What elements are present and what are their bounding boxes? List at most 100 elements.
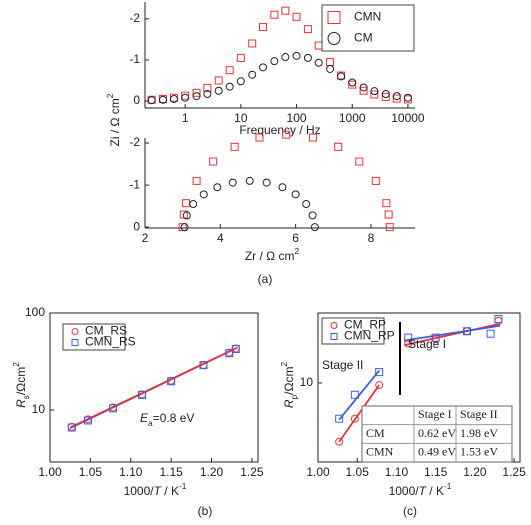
annotation: Stage II <box>322 358 363 372</box>
marker <box>463 327 472 336</box>
legend-label: CMN <box>354 10 381 24</box>
marker <box>384 210 393 219</box>
annotation-part: E <box>140 411 149 425</box>
marker <box>167 377 176 386</box>
marker <box>225 82 234 91</box>
marker <box>314 41 323 50</box>
table-row-name: CM <box>366 426 385 440</box>
marker <box>308 133 317 142</box>
legend-label: CMN_RS <box>85 335 136 349</box>
marker <box>350 414 359 423</box>
x-axis-label-part: / K <box>161 484 179 498</box>
marker <box>214 86 223 95</box>
marker <box>348 80 357 89</box>
legend-label: CM_RS <box>85 324 127 338</box>
x-axis-label-part: T <box>154 484 163 498</box>
marker <box>403 95 412 104</box>
marker <box>180 223 189 232</box>
y-axis-label-part: 2 <box>11 362 21 367</box>
marker <box>350 390 359 399</box>
marker <box>486 329 495 338</box>
marker <box>282 130 291 139</box>
x-tick-label: 100 <box>287 111 307 125</box>
annotation: Ea=0.8 eV <box>140 411 194 428</box>
x-axis-label-part: 2 <box>294 246 299 256</box>
x-tick-label: 1.25 <box>502 465 526 479</box>
marker <box>248 39 257 48</box>
marker <box>169 94 178 103</box>
marker <box>404 333 413 342</box>
x-axis-label-part: 1000/ <box>124 484 155 498</box>
fit-line <box>69 346 238 429</box>
table-cell: 1.53 eV <box>460 444 498 458</box>
marker <box>181 93 190 102</box>
legend-marker <box>71 328 79 335</box>
y-axis-label-part: /Ωcm <box>14 367 28 395</box>
marker <box>109 404 118 413</box>
marker <box>236 53 245 62</box>
marker <box>348 78 357 87</box>
marker <box>255 133 264 142</box>
y-axis-label: Zi / Ω cm2 <box>105 93 122 146</box>
x-axis-label-part: / K <box>426 484 444 498</box>
x-tick-label: 2 <box>142 231 149 245</box>
marker <box>371 176 380 185</box>
legend-label: CM <box>354 31 373 45</box>
marker <box>138 390 147 399</box>
marker <box>83 416 92 425</box>
legend-label: CMN_RP <box>344 329 395 343</box>
legend-label: CM_RP <box>344 318 386 332</box>
marker <box>278 183 287 192</box>
marker <box>334 142 343 151</box>
table-row-name: CMN <box>366 444 394 458</box>
marker <box>375 381 384 390</box>
marker <box>326 64 335 73</box>
marker <box>392 94 401 103</box>
y-tick-label: 10 <box>300 375 314 389</box>
x-tick-label: 10000 <box>391 111 425 125</box>
y-tick-label: 10 <box>32 402 46 416</box>
marker <box>381 92 390 101</box>
marker <box>270 57 279 66</box>
marker <box>291 190 300 199</box>
marker <box>375 368 384 377</box>
annotation-part: a <box>148 418 153 428</box>
table-cell: 0.62 eV <box>418 426 456 440</box>
marker <box>181 91 190 100</box>
marker <box>147 96 156 105</box>
y-tick-label: 0 <box>133 93 140 107</box>
marker <box>182 211 191 220</box>
x-tick-label: 1.25 <box>240 465 264 479</box>
marker <box>403 93 412 102</box>
marker <box>381 90 390 99</box>
marker <box>326 57 335 66</box>
x-axis-label-part: 1000/ <box>389 484 420 498</box>
y-tick-label: 0 <box>133 219 140 233</box>
marker <box>355 157 364 166</box>
x-tick-label: 1.20 <box>463 465 487 479</box>
x-tick-label: 1.15 <box>159 465 183 479</box>
table-header: Stage I <box>418 407 452 421</box>
fit-line <box>404 324 501 342</box>
y-axis-label-part: 2 <box>279 362 289 367</box>
marker <box>335 437 344 446</box>
legend-marker <box>71 339 79 346</box>
marker <box>192 92 201 101</box>
x-axis-label-part: T <box>419 484 428 498</box>
annotation-part: =0.8 eV <box>153 411 195 425</box>
legend-marker <box>330 322 338 329</box>
marker <box>182 199 191 208</box>
marker <box>225 66 234 75</box>
marker <box>337 72 346 81</box>
x-tick-label: 1.10 <box>385 465 409 479</box>
marker <box>199 190 208 199</box>
marker <box>236 77 245 86</box>
y-axis-label-part: /Ωcm <box>282 367 296 395</box>
y-tick-label: -1 <box>129 177 140 191</box>
x-axis-label: Zr / Ω cm2 <box>245 246 300 263</box>
panel-caption: (a) <box>258 272 273 286</box>
fit-line <box>338 384 380 443</box>
x-axis-label-part: -1 <box>179 481 187 491</box>
x-tick-label: 1.05 <box>79 465 103 479</box>
